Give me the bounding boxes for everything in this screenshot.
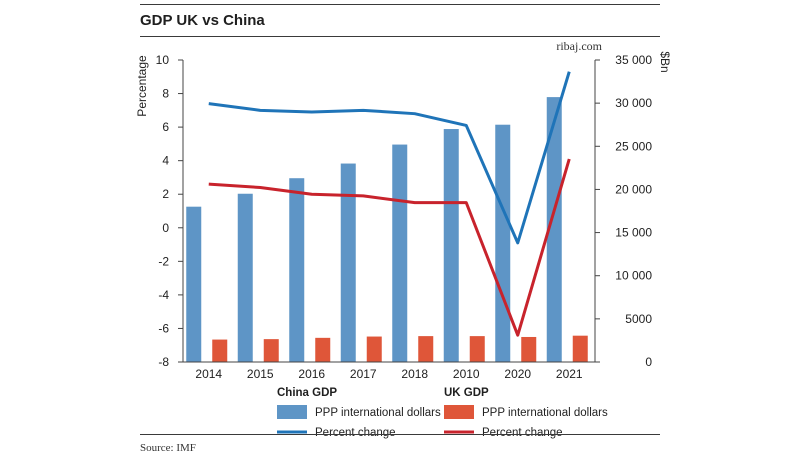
- line-layer: [208, 71, 571, 337]
- china-percent-change-line: [208, 71, 571, 245]
- left-tick-label: -6: [158, 321, 169, 335]
- bottom-rule: [140, 434, 660, 435]
- uk-gdp-bar: [418, 336, 434, 362]
- legend-swatch-uk-bar: [444, 405, 474, 419]
- china-gdp-bar: [237, 193, 253, 362]
- watermark-text: ribaj.com: [556, 39, 602, 53]
- x-tick-label: 2016: [298, 367, 325, 381]
- uk-gdp-bar: [263, 339, 279, 362]
- china-gdp-bar: [546, 97, 562, 363]
- uk-gdp-bar: [572, 335, 588, 362]
- uk-gdp-bar: [315, 337, 331, 362]
- x-tick-label: 2015: [247, 367, 274, 381]
- legend-label-bar: PPP international dollars: [315, 407, 441, 419]
- x-tick-label: 2017: [350, 367, 377, 381]
- uk-gdp-bar: [469, 336, 485, 362]
- left-tick-label: 4: [162, 154, 169, 168]
- x-tick-label: 2020: [504, 367, 531, 381]
- title-rule: [140, 36, 660, 37]
- left-tick-label: -4: [158, 288, 169, 302]
- right-tick-label: 15 000: [615, 226, 652, 240]
- x-tick-label: 2014: [195, 367, 222, 381]
- bar-layer: [186, 97, 588, 363]
- uk-gdp-bar: [212, 339, 228, 362]
- right-tick-label: 10 000: [615, 269, 652, 283]
- left-tick-label: 6: [162, 120, 169, 134]
- china-gdp-bar: [340, 163, 356, 362]
- legend-group-uk: UK GDP: [444, 387, 489, 399]
- right-tick-label: 5000: [625, 312, 652, 326]
- source-note: Source: IMF: [140, 442, 196, 454]
- right-tick-label: 20 000: [615, 182, 652, 196]
- china-gdp-bar: [392, 144, 408, 362]
- uk-gdp-bar: [521, 336, 537, 362]
- right-tick-label: 30 000: [615, 96, 652, 110]
- legend-label-line: Percent change: [315, 427, 396, 439]
- china-gdp-bar: [495, 124, 511, 362]
- left-tick-label: -8: [158, 355, 169, 369]
- right-tick-label: 25 000: [615, 139, 652, 153]
- x-tick-label: 2021: [556, 367, 583, 381]
- legend-swatch-china-bar: [277, 405, 307, 419]
- legend-label-line: Percent change: [482, 427, 563, 439]
- china-gdp-bar: [186, 206, 202, 362]
- chart-title: GDP UK vs China: [140, 12, 265, 29]
- right-tick-label: 0: [645, 355, 652, 369]
- legend-group-china: China GDP: [277, 387, 337, 399]
- x-tick-label: 2018: [401, 367, 428, 381]
- uk-gdp-bar: [366, 336, 382, 362]
- left-tick-label: 8: [162, 87, 169, 101]
- top-rule: [140, 4, 660, 5]
- x-tick-label: 2010: [453, 367, 480, 381]
- china-gdp-bar: [289, 178, 305, 362]
- left-tick-label: 10: [156, 53, 170, 67]
- left-tick-label: 0: [162, 221, 169, 235]
- legend-label-bar: PPP international dollars: [482, 407, 608, 419]
- right-tick-label: 35 000: [615, 53, 652, 67]
- china-gdp-bar: [443, 129, 459, 362]
- left-tick-label: -2: [158, 254, 169, 268]
- right-axis-label: $Bn: [658, 51, 672, 72]
- uk-percent-change-line: [208, 158, 571, 337]
- left-tick-label: 2: [162, 187, 169, 201]
- axis-layer: 10 8 6 4 2 0 -2 -4 -6 -8 35 000 30 000 25 000 20 000 1…: [156, 53, 653, 381]
- left-axis-label: Percentage: [135, 55, 149, 117]
